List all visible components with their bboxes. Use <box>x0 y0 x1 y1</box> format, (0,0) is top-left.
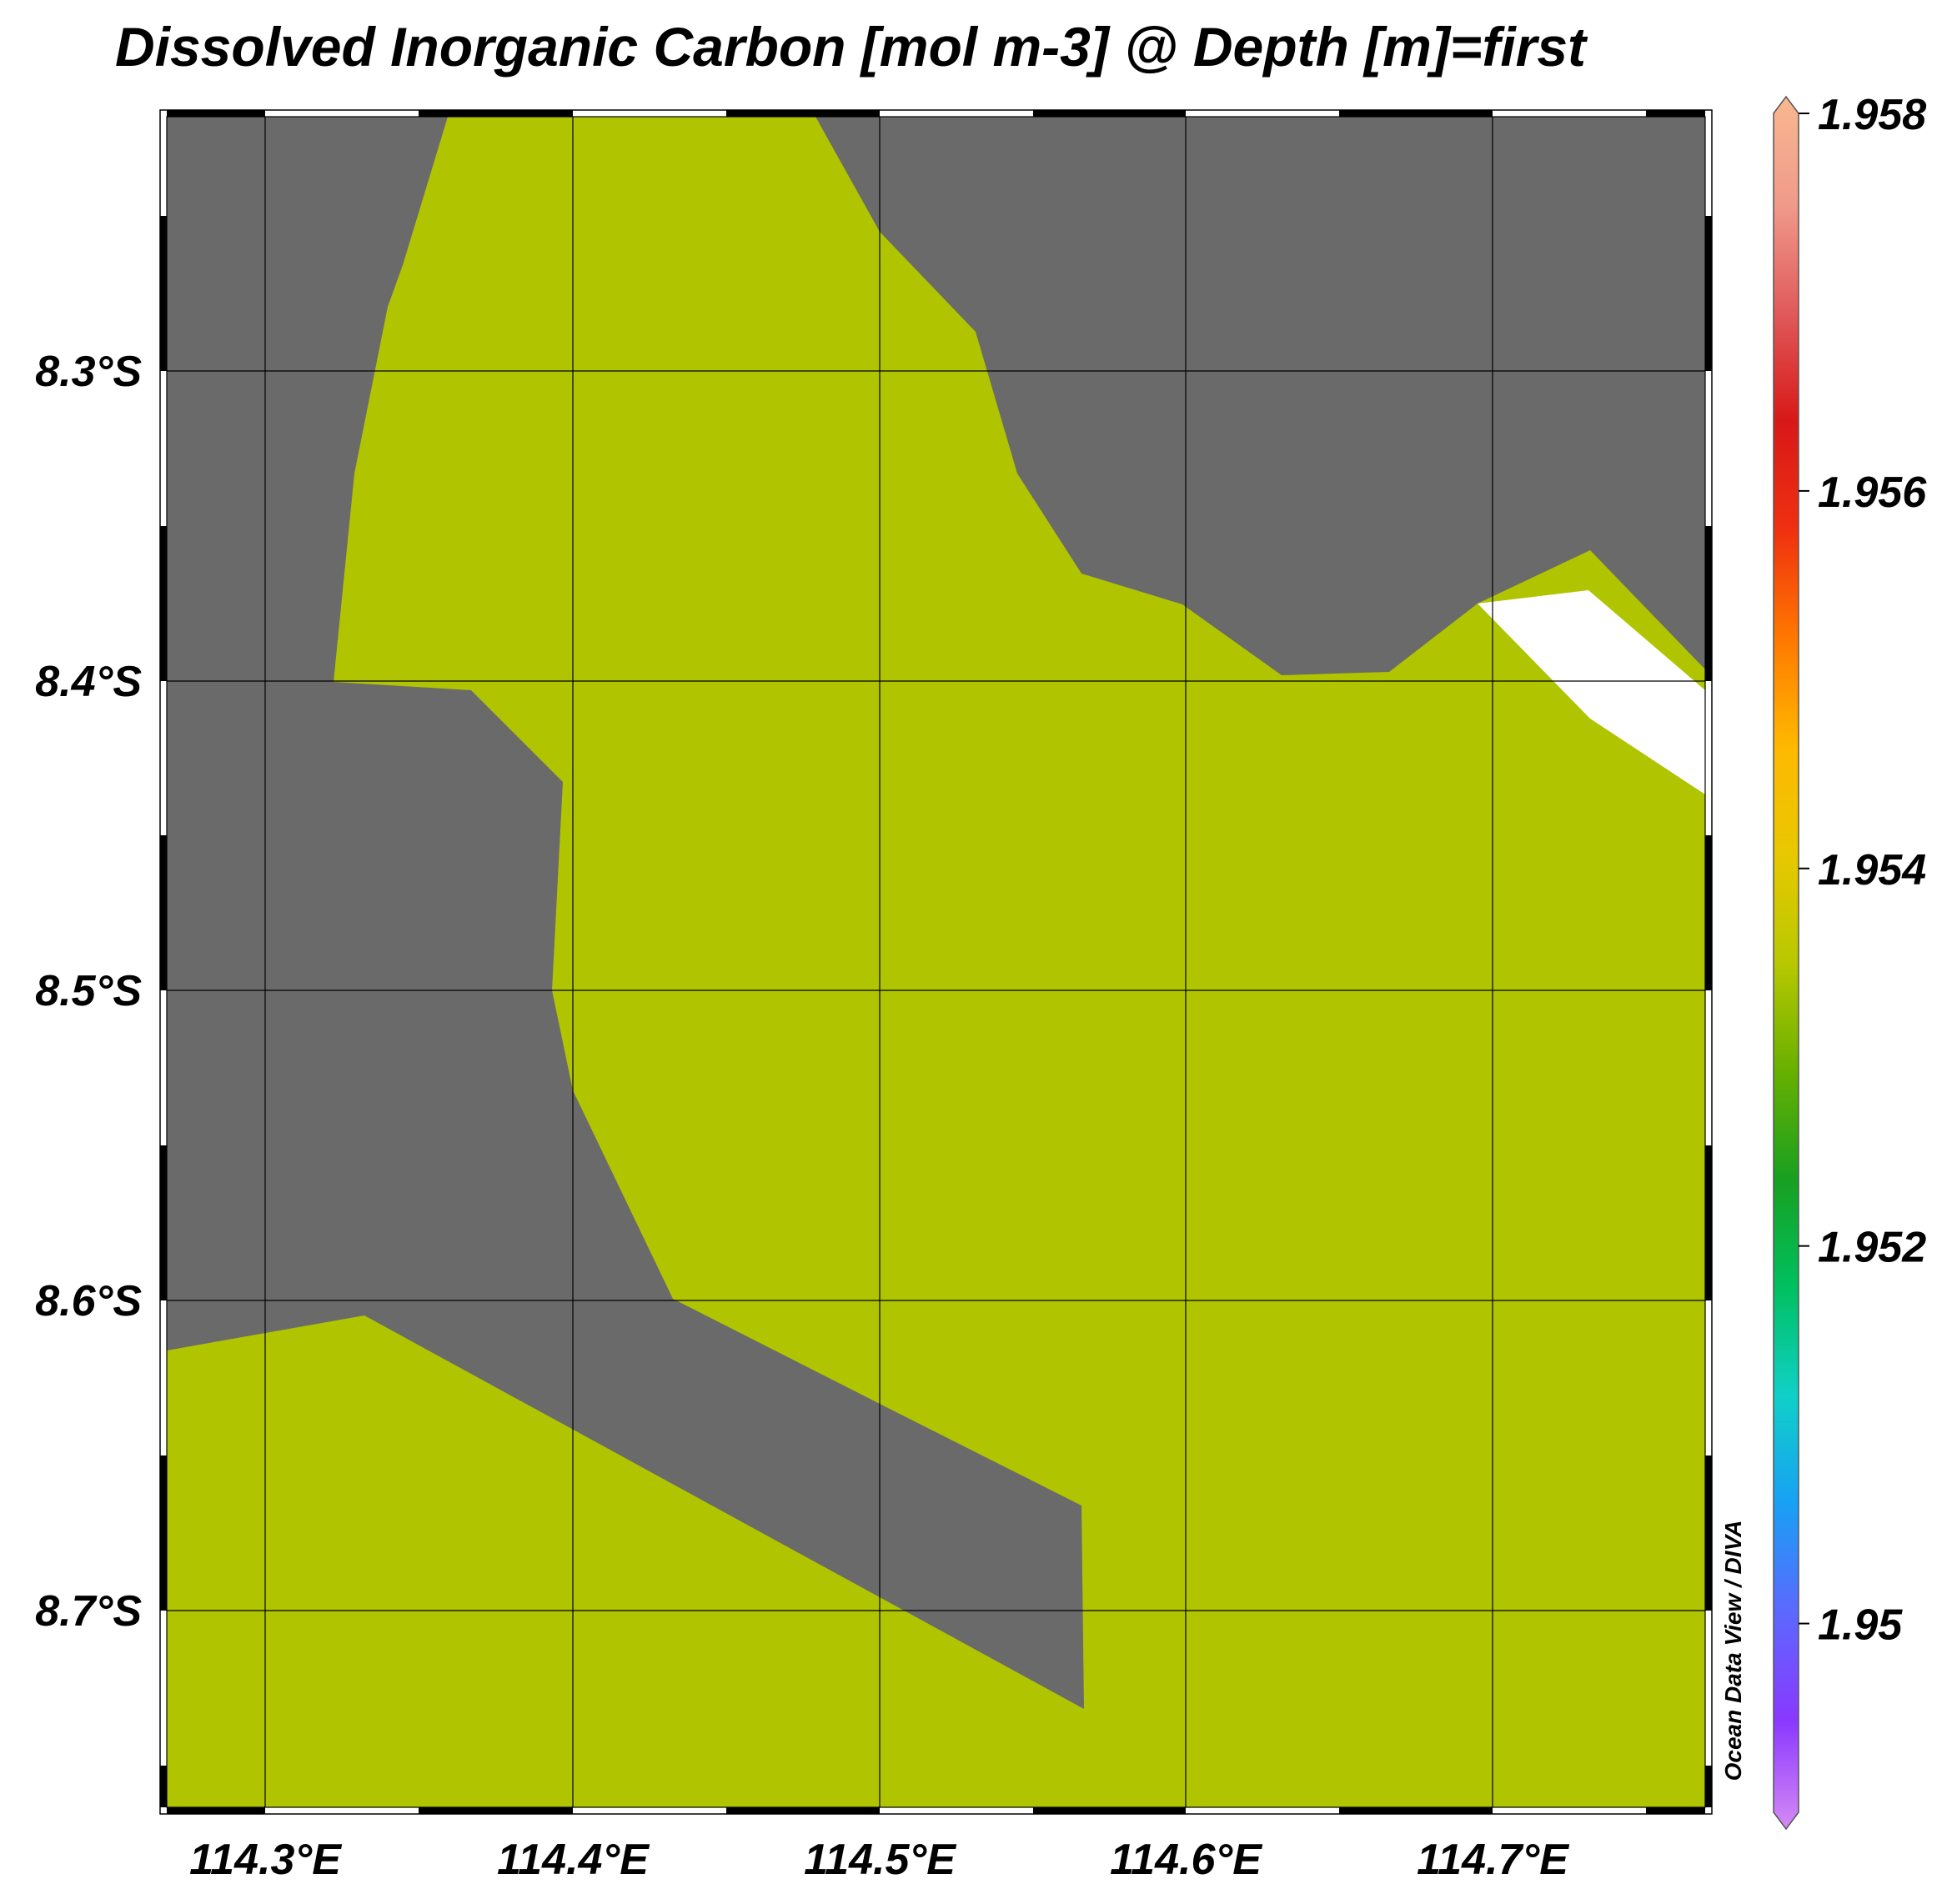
lon-label-114.3: 114.3°E <box>189 1836 342 1884</box>
colorbar-body <box>1773 95 1799 1831</box>
colorbar-label: 1.954 <box>1818 846 1926 894</box>
lat-label-8.3: 8.3°S <box>35 348 142 396</box>
no-data-patch <box>1478 590 1705 794</box>
colorbar-label: 1.958 <box>1818 91 1926 139</box>
lat-label-8.5: 8.5°S <box>35 967 142 1015</box>
grid-lines <box>167 117 1705 1807</box>
lon-label-114.5: 114.5°E <box>804 1836 956 1884</box>
map-plot-area <box>167 117 1705 1807</box>
lon-label-114.6: 114.6°E <box>1110 1836 1262 1884</box>
lat-label-8.7: 8.7°S <box>35 1587 142 1636</box>
plot-border <box>159 109 1713 1815</box>
lat-label-8.6: 8.6°S <box>35 1277 142 1325</box>
lon-label-114.4: 114.4°E <box>497 1836 650 1884</box>
colorbar-label: 1.956 <box>1818 468 1927 517</box>
dic-field-main <box>167 117 1705 1807</box>
lat-label-8.4: 8.4°S <box>35 658 142 706</box>
lon-label-114.7: 114.7°E <box>1417 1836 1569 1884</box>
map-title: Dissolved Inorganic Carbon [mol m-3] @ D… <box>114 16 1587 78</box>
colorbar: 1.958 1.956 1.954 1.952 1.95 <box>1773 91 1927 1831</box>
map-frame <box>160 110 1712 1814</box>
colorbar-label: 1.95 <box>1818 1601 1903 1650</box>
colorbar-label: 1.952 <box>1818 1224 1926 1272</box>
watermark: Ocean Data View / DIVA <box>1720 1521 1746 1781</box>
